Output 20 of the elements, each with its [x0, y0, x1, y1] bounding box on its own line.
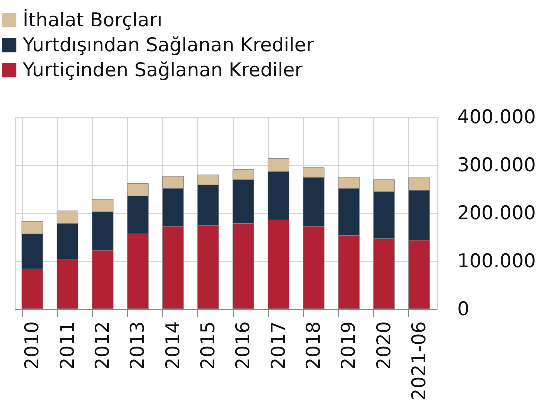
x-tick-label: 2015	[197, 322, 220, 370]
x-tick-label: 2014	[162, 322, 184, 370]
x-tick-label: 2021-06	[408, 322, 430, 401]
legend-label: Yurtiçinden Sağlanan Krediler	[22, 60, 303, 82]
x-tick-label: 2012	[92, 322, 114, 370]
y-tick-label: 300.000	[458, 154, 536, 176]
x-tick-label: 2020	[373, 322, 396, 370]
y-tick-label: 100.000	[458, 250, 536, 272]
x-tick-label: 2019	[338, 322, 360, 370]
x-tick-label: 2017	[268, 322, 290, 370]
y-tick-label: 0	[458, 298, 470, 320]
legend-label: İthalat Borçları	[23, 8, 163, 32]
y-tick-label: 200.000	[458, 202, 536, 224]
y-tick-label: 400.000	[458, 106, 536, 128]
x-tick-label: 2018	[302, 322, 325, 370]
x-tick-label: 2013	[127, 322, 150, 370]
x-tick-label: 2011	[56, 322, 79, 370]
x-tick-label: 2016	[232, 322, 255, 370]
x-tick-label: 2010	[22, 322, 44, 370]
legend-label: Yurtdışından Sağlanan Krediler	[22, 34, 314, 56]
